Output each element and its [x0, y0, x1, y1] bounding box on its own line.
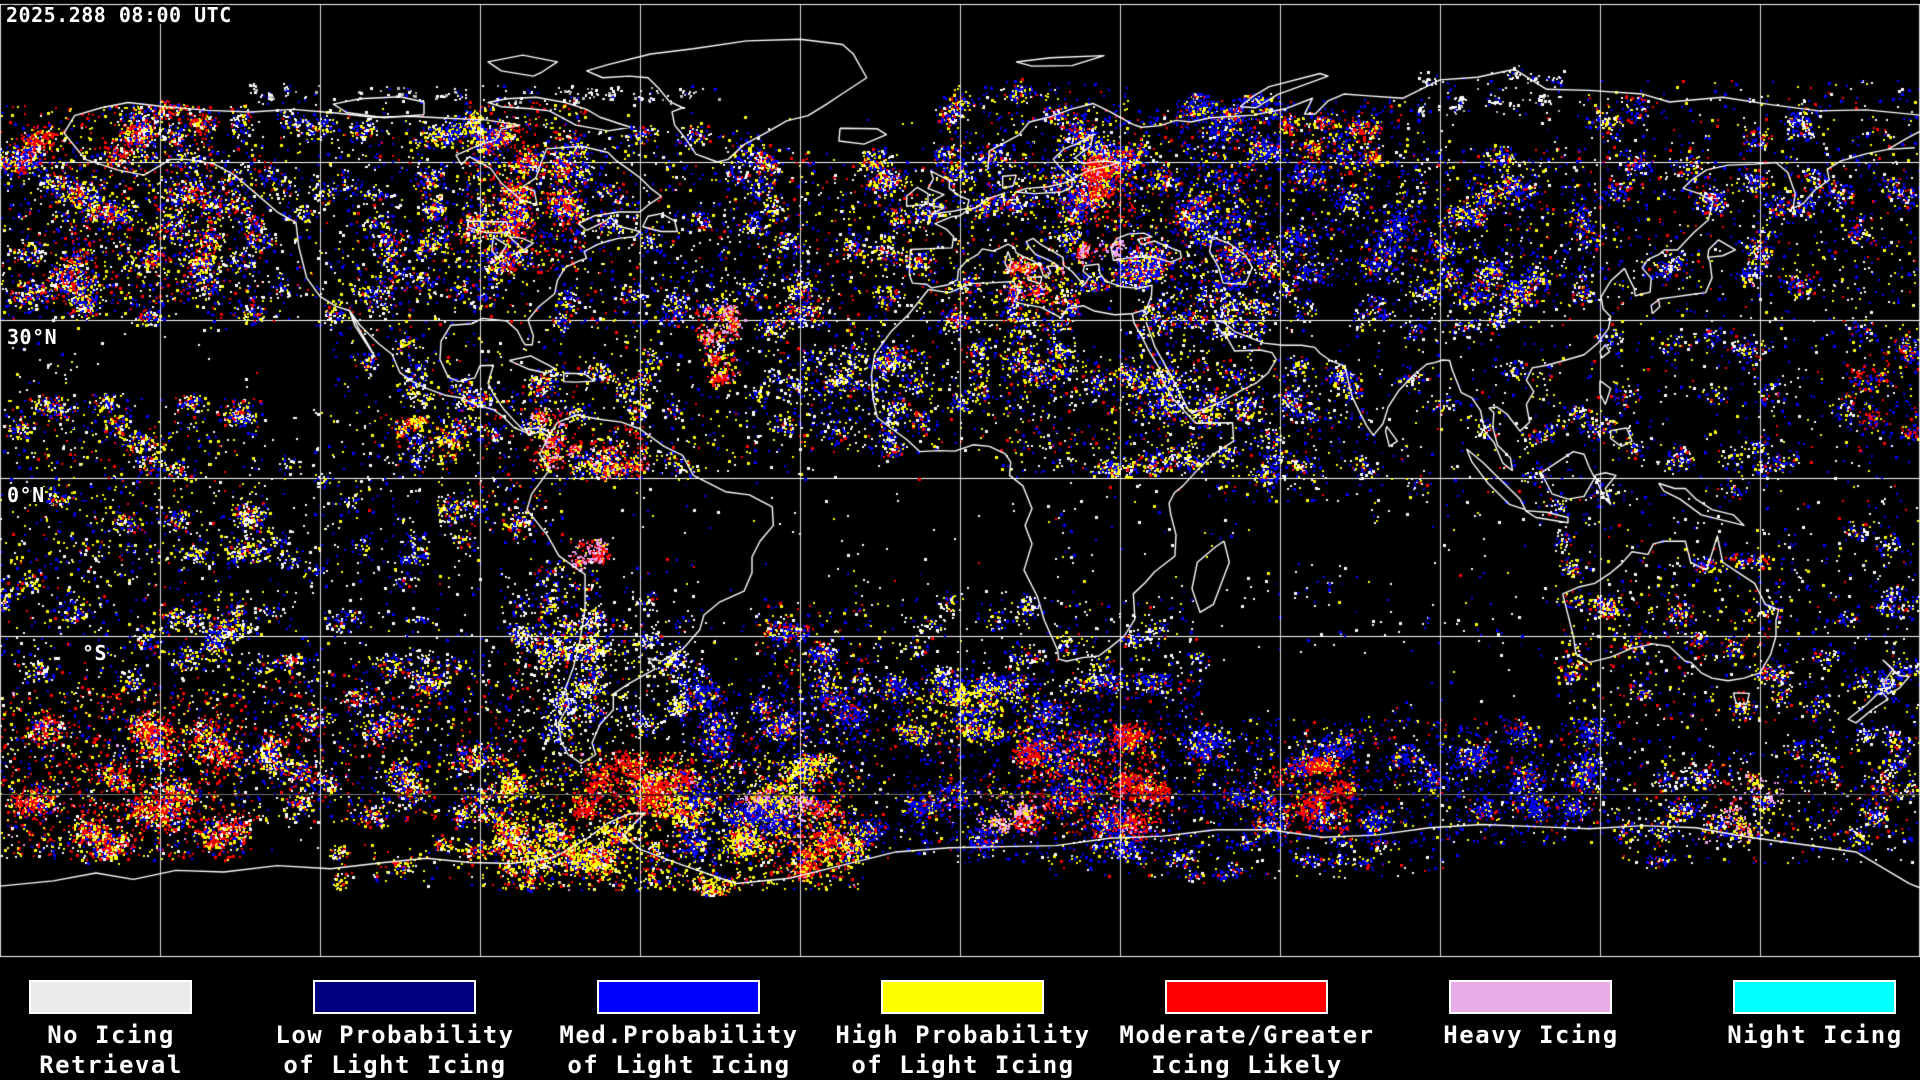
- legend-swatch-med-prob: [597, 980, 760, 1014]
- legend: No Icing Retrieval Low Probability of Ligh…: [0, 960, 1920, 1080]
- legend-swatch-night: [1733, 980, 1896, 1014]
- lat-label-s: °S: [82, 641, 108, 665]
- legend-swatch-high-prob: [881, 980, 1044, 1014]
- legend-label-night: Night Icing: [1727, 1021, 1903, 1049]
- world-icing-map: [0, 0, 1920, 960]
- legend-swatch-low-prob: [313, 980, 476, 1014]
- legend-label-no-icing: No Icing Retrieval: [39, 1021, 183, 1079]
- legend-label-low-prob: Low Probability of Light Icing: [275, 1021, 515, 1079]
- lat-label-0n: 0°N: [7, 483, 45, 507]
- legend-swatch-moderate: [1165, 980, 1328, 1014]
- legend-swatch-heavy: [1449, 980, 1612, 1014]
- legend-label-moderate: Moderate/Greater Icing Likely: [1119, 1021, 1375, 1079]
- legend-label-heavy: Heavy Icing: [1443, 1021, 1619, 1049]
- timestamp: 2025.288 08:00 UTC: [6, 3, 232, 27]
- legend-label-med-prob: Med.Probability of Light Icing: [559, 1021, 799, 1079]
- legend-label-high-prob: High Probability of Light Icing: [835, 1021, 1091, 1079]
- legend-swatch-no-icing: [29, 980, 192, 1014]
- lat-label-30n: 30°N: [7, 325, 58, 349]
